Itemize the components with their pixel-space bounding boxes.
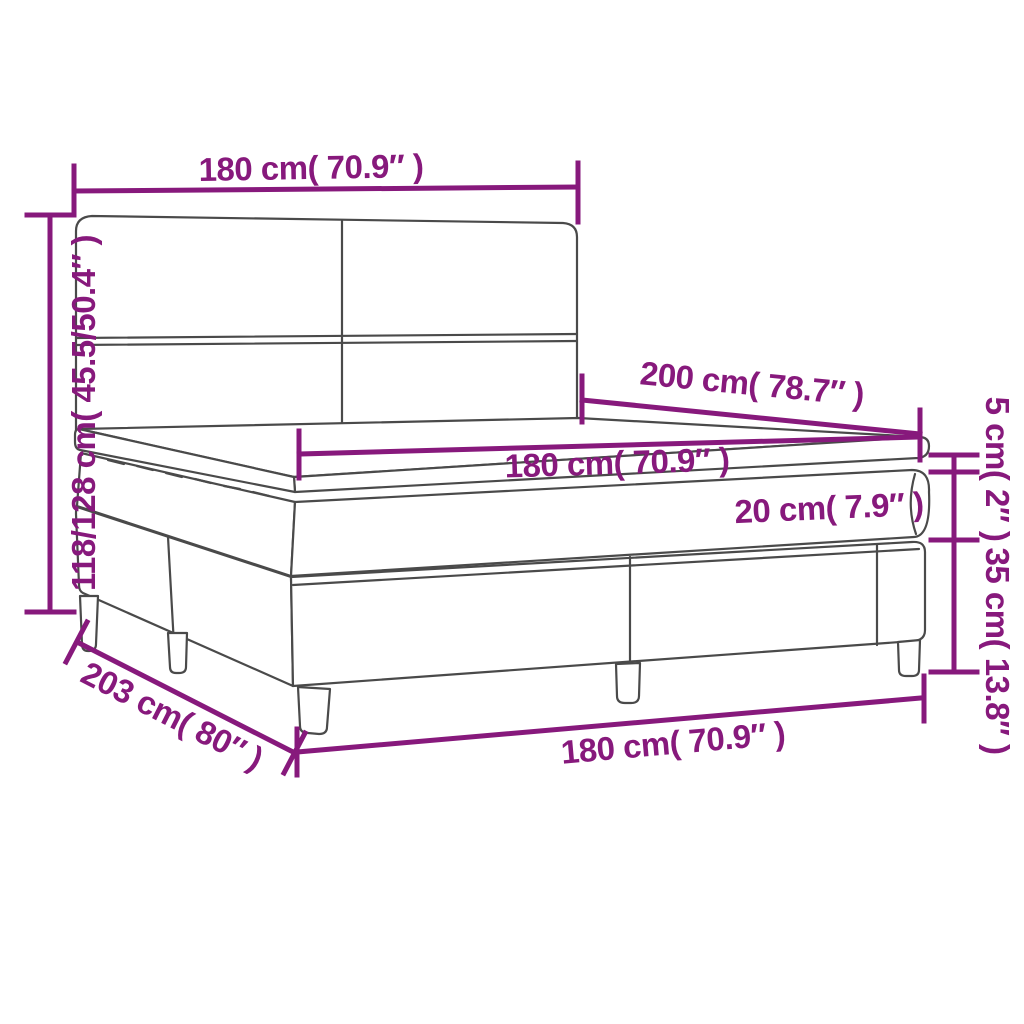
dim-line-mattress-width xyxy=(296,428,923,481)
topper-left-face xyxy=(73,427,297,494)
headboard-seam-horizontal xyxy=(74,339,579,347)
mattress-corner-seam xyxy=(909,472,918,536)
base-left-seam xyxy=(166,535,176,647)
headboard xyxy=(74,214,579,448)
dim-label-base-height: 35 cm( 13.8″ ) xyxy=(979,547,1016,755)
bed-leg xyxy=(896,638,922,678)
bed-legs xyxy=(78,594,922,736)
dim-line-total-height xyxy=(24,212,77,615)
dim-label-topper-height: 5 cm( 2″ ) xyxy=(979,396,1016,542)
dim-label-headboard-width: 180 cm( 70.9″ ) xyxy=(198,147,424,188)
bed-leg xyxy=(166,631,189,675)
dimension-lines xyxy=(24,160,980,778)
headboard-panel xyxy=(74,214,579,448)
bed-leg xyxy=(614,661,642,705)
headboard-seam-horizontal xyxy=(74,332,579,340)
dim-label-mattress-width: 180 cm( 70.9″ ) xyxy=(504,440,730,485)
base-left-face xyxy=(74,505,295,688)
dim-label-total-height: 118/128 cm( 45.5/50.4″ ) xyxy=(65,234,102,592)
mattress-front-face xyxy=(289,468,931,578)
bed-leg xyxy=(296,685,332,736)
dim-line-topper-and-base-height xyxy=(928,452,980,675)
base-top-piping xyxy=(291,547,921,587)
dim-line-headboard-width xyxy=(71,160,581,225)
dim-line-base-width xyxy=(294,673,927,778)
mattress-stitch-dashes xyxy=(106,458,271,498)
mattress xyxy=(75,451,931,578)
